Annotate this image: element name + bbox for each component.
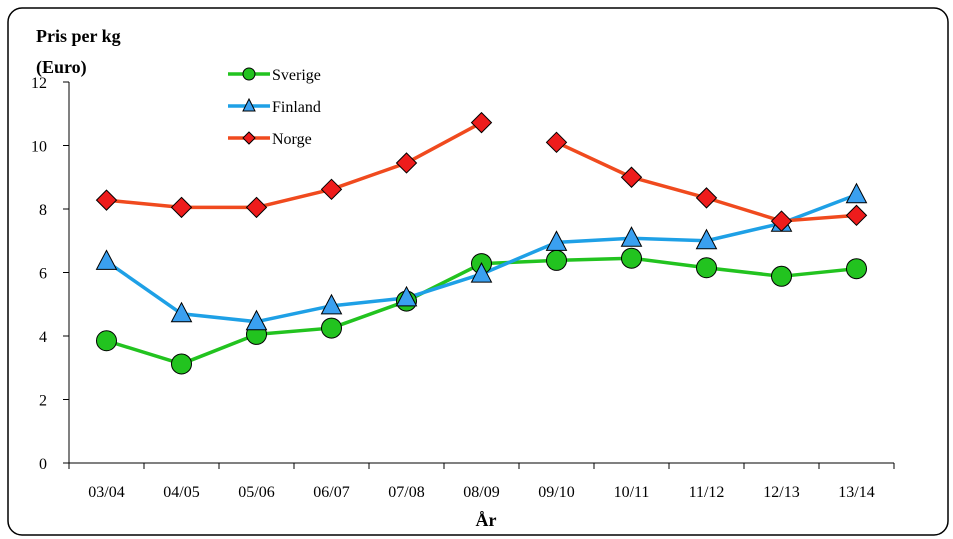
- y-tick-label: 0: [39, 456, 47, 473]
- series-markers: [95, 111, 868, 375]
- y-tick-label: 8: [39, 202, 47, 219]
- data-point-finland: [95, 249, 118, 270]
- data-point-sverige: [771, 265, 792, 287]
- x-ticks: 03/04 04/05 05/06 06/07 07/08 08/09 09/10 10/11…: [68, 463, 895, 501]
- data-point-finland: [845, 182, 868, 204]
- x-tick-label: 07/08: [388, 484, 424, 501]
- data-point-finland: [395, 285, 418, 307]
- data-point-norge: [170, 196, 193, 219]
- data-point-sverige: [96, 330, 117, 352]
- data-point-sverige: [696, 257, 717, 279]
- data-point-sverige: [621, 247, 642, 269]
- x-tick-label: 13/14: [838, 484, 874, 501]
- legend-label-finland: Finland: [272, 99, 321, 116]
- data-point-finland: [695, 228, 718, 250]
- x-tick-label: 08/09: [463, 484, 499, 501]
- data-point-finland: [170, 301, 193, 323]
- y-ticks: 0 2 4 6 8 10 12: [31, 75, 69, 473]
- data-point-finland: [470, 262, 493, 283]
- y-axis-unit: (Euro): [36, 57, 87, 78]
- x-tick-label: 04/05: [163, 484, 199, 501]
- legend-label-sverige: Sverige: [272, 67, 321, 84]
- x-tick-label: 10/11: [614, 484, 650, 501]
- data-point-finland: [245, 309, 268, 331]
- x-tick-label: 03/04: [88, 484, 124, 501]
- legend-label-norge: Norge: [272, 131, 312, 148]
- legend: Sverige Finland Norge: [228, 67, 321, 148]
- y-tick-label: 10: [31, 139, 47, 156]
- legend-marker-sverige: [242, 67, 256, 81]
- data-point-norge: [695, 187, 718, 209]
- data-point-sverige: [546, 249, 567, 271]
- x-tick-label: 12/13: [763, 484, 799, 501]
- data-point-norge: [470, 111, 493, 134]
- data-point-norge: [845, 204, 868, 227]
- data-point-finland: [620, 226, 643, 247]
- legend-marker-finland: [242, 97, 256, 112]
- y-tick-label: 6: [39, 266, 47, 283]
- data-point-norge: [545, 131, 568, 154]
- y-tick-label: 4: [39, 329, 47, 346]
- x-tick-label: 09/10: [538, 484, 574, 501]
- data-point-finland: [545, 230, 568, 251]
- y-axis-title: Pris per kg: [36, 26, 121, 46]
- data-point-sverige: [846, 258, 867, 280]
- legend-marker-norge: [242, 131, 256, 145]
- data-point-norge: [770, 210, 793, 232]
- series-line-norge: [106, 121, 483, 210]
- data-point-norge: [95, 189, 118, 211]
- x-tick-label: 11/12: [689, 484, 725, 501]
- data-point-norge: [395, 152, 418, 174]
- y-tick-label: 12: [31, 75, 47, 92]
- y-tick-label: 2: [39, 393, 47, 410]
- data-point-sverige: [321, 317, 342, 339]
- x-tick-label: 06/07: [313, 484, 349, 501]
- data-point-norge: [620, 166, 643, 188]
- x-tick-label: 05/06: [238, 484, 274, 501]
- data-point-sverige: [171, 353, 192, 375]
- x-axis-title: År: [476, 510, 497, 530]
- data-point-finland: [320, 293, 343, 315]
- data-point-norge: [320, 178, 343, 201]
- data-point-norge: [245, 196, 268, 219]
